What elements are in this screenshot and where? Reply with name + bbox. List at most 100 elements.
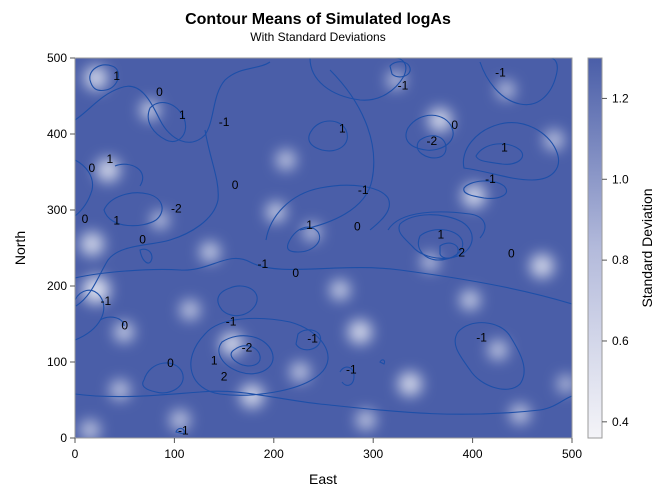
- contour-label: 1: [339, 122, 346, 136]
- contour-line: [75, 129, 219, 307]
- contour-line: [89, 64, 120, 92]
- contour-line: [75, 390, 572, 415]
- contour-label: -1: [358, 183, 369, 197]
- contour-line: [175, 427, 185, 435]
- contour-line: [142, 362, 184, 394]
- contour-label: 1: [437, 227, 444, 241]
- contour-label: -1: [476, 331, 487, 345]
- contour-label: 0: [354, 220, 361, 234]
- y-axis-label: North: [12, 231, 28, 265]
- contour-line: [217, 285, 258, 317]
- contour-label: 0: [508, 246, 515, 260]
- contour-line: [295, 329, 322, 351]
- contour-label: -2: [427, 134, 438, 148]
- contour-line: [114, 163, 143, 187]
- contour-line: [308, 120, 348, 152]
- y-tick-label: 400: [47, 127, 67, 141]
- y-axis: 0 100 200 300 400 500: [47, 51, 75, 445]
- contour-line: [75, 257, 572, 305]
- y-tick-label: 500: [47, 51, 67, 65]
- contour-label: 0: [139, 233, 146, 247]
- contour-label: 0: [82, 212, 89, 226]
- contour-line: [265, 184, 390, 241]
- contour-label: 1: [113, 69, 120, 83]
- contour-line: [286, 226, 320, 253]
- contour-label: -2: [242, 341, 253, 355]
- x-axis-label: East: [309, 471, 337, 487]
- contour-lines: [75, 58, 572, 435]
- std-dev-field: [80, 66, 572, 438]
- contour-label: 1: [211, 353, 218, 367]
- contour-line: [379, 359, 386, 365]
- contour-line: [389, 61, 411, 78]
- contour-line: [103, 192, 163, 227]
- contour-line: [462, 122, 559, 181]
- plot-frame: [74, 57, 573, 439]
- contour-label: -1: [258, 257, 269, 271]
- contour-line: [299, 69, 375, 231]
- contour-label: -1: [346, 363, 357, 377]
- y-tick-label: 0: [60, 431, 67, 445]
- x-tick-label: 0: [72, 447, 79, 461]
- contour-label: -1: [219, 115, 230, 129]
- x-tick-label: 400: [463, 447, 483, 461]
- contour-line: [218, 335, 274, 375]
- colorbar-tick-label: 1.2: [612, 91, 629, 105]
- contour-label: -2: [171, 201, 182, 215]
- contour-line: [387, 211, 486, 239]
- x-tick-label: 300: [363, 447, 383, 461]
- contour-label: 2: [458, 246, 465, 260]
- contour-label: -1: [307, 331, 318, 345]
- contour-label: 2: [221, 369, 228, 383]
- colorbar-tick-label: 0.6: [612, 334, 629, 348]
- contour-line: [416, 135, 447, 159]
- chart-subtitle: With Standard Deviations: [250, 30, 385, 44]
- contour-line: [139, 248, 153, 264]
- contour-label: -1: [100, 294, 111, 308]
- contour-label: -1: [226, 315, 237, 329]
- contour-line: [75, 159, 94, 217]
- x-tick-label: 200: [264, 447, 284, 461]
- contour-label: 0: [232, 178, 239, 192]
- contour-line: [75, 289, 105, 341]
- contour-label: 1: [501, 141, 508, 155]
- contour-label: 0: [292, 266, 299, 280]
- y-tick-label: 300: [47, 203, 67, 217]
- contour-line: [339, 366, 355, 386]
- colorbar-tick-label: 0.8: [612, 253, 629, 267]
- contour-label: -1: [495, 65, 506, 79]
- contour-line: [463, 180, 508, 199]
- contour-label: 1: [113, 214, 120, 228]
- contour-line: [439, 242, 459, 259]
- contour-label: -1: [398, 78, 409, 92]
- contour-label: 0: [156, 85, 163, 99]
- contour-label: -1: [485, 172, 496, 186]
- colorbar: [587, 57, 603, 439]
- contour-label: 0: [89, 161, 96, 175]
- x-axis: 0 100 200 300 400 500: [72, 438, 582, 461]
- y-tick-label: 200: [47, 279, 67, 293]
- x-tick-label: 100: [164, 447, 184, 461]
- x-tick-label: 500: [562, 447, 582, 461]
- contour-line: [398, 214, 473, 259]
- colorbar-label: Standard Deviation: [639, 188, 655, 307]
- contour-line: [190, 317, 329, 396]
- contour-line: [99, 316, 125, 327]
- contour-label: 1: [306, 218, 313, 232]
- contour-line: [475, 143, 524, 165]
- colorbar-axis: 0.4 0.6 0.8 1.0 1.2: [602, 91, 629, 429]
- contour-label: 1: [179, 108, 186, 122]
- contour-line: [230, 345, 261, 367]
- colorbar-tick-label: 1.0: [612, 172, 629, 186]
- contour-line: [479, 58, 558, 106]
- contour-label: 1: [106, 152, 113, 166]
- colorbar-tick-label: 0.4: [612, 415, 629, 429]
- contour-line: [75, 61, 271, 143]
- contour-line: [454, 322, 525, 390]
- contour-label: 0: [121, 319, 128, 333]
- contour-label: -1: [178, 423, 189, 437]
- y-tick-label: 100: [47, 355, 67, 369]
- contour-label: 0: [451, 118, 458, 132]
